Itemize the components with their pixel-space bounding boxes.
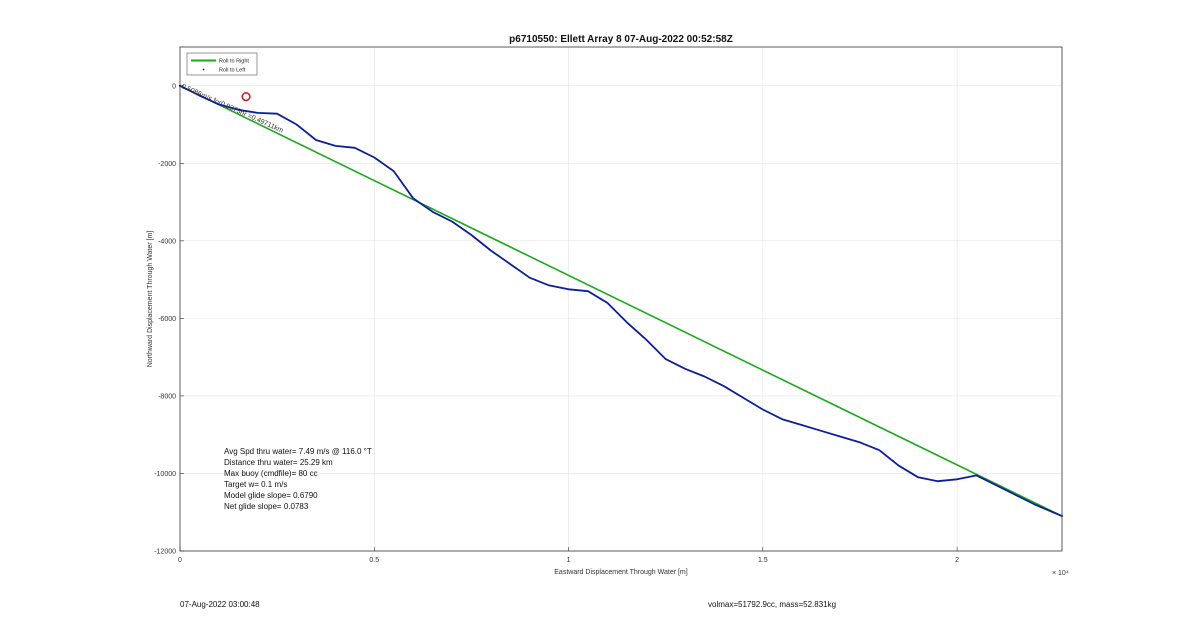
series-line-roll-right <box>179 85 1063 517</box>
y-tick-label: -6000 <box>158 316 176 323</box>
x-tick-label: 0 <box>178 557 182 564</box>
x-tick-label: 1.5 <box>758 557 768 564</box>
x-tick-label: 1 <box>567 557 571 564</box>
x-axis-exponent: × 10⁴ <box>1052 570 1069 577</box>
stat-net-glide-slope: Net glide slope= 0.0783 <box>224 502 309 511</box>
footer-timestamp: 07-Aug-2022 03:00:48 <box>180 600 260 609</box>
legend: Roll to Right Roll to Left <box>186 52 258 76</box>
plot-frame <box>179 46 1063 552</box>
path-annotation-label: 0.5086m/s for0.9375hr =0.49711km <box>180 83 284 134</box>
circle-marker <box>241 92 251 102</box>
x-tick-label: 2 <box>955 557 959 564</box>
roll-left-point <box>208 98 211 101</box>
y-tick-label: -4000 <box>158 238 176 245</box>
y-tick-label: 0 <box>172 83 176 90</box>
roll-left-point <box>188 89 191 92</box>
roll-left-point <box>179 84 181 87</box>
y-tick-label: -8000 <box>158 393 176 400</box>
y-tick-label: -12000 <box>154 549 176 556</box>
y-tick-label: -2000 <box>158 161 176 168</box>
series-line-track <box>179 84 1063 517</box>
x-axis-ticks: 0 0.5 1 1.5 2 <box>178 547 959 564</box>
legend-swatch-roll-left <box>202 68 205 71</box>
legend-label-roll-left: Roll to Left <box>219 68 246 74</box>
y-tick-label: -10000 <box>154 471 176 478</box>
y-axis-label: Northward Displacement Through Water [m] <box>147 231 154 368</box>
stats-block: Avg Spd thru water= 7.49 m/s @ 116.0 °T … <box>224 447 372 511</box>
x-axis-label: Eastward Displacement Through Water [m] <box>554 569 687 576</box>
chart-title: p6710550: Ellett Array 8 07-Aug-2022 00:… <box>509 34 733 45</box>
stat-target-w: Target w= 0.1 m/s <box>224 480 287 489</box>
stat-avg-speed: Avg Spd thru water= 7.49 m/s @ 116.0 °T <box>224 447 372 456</box>
path-annotation: 0.5086m/s for0.9375hr =0.49711km <box>180 83 284 134</box>
stat-max-buoy: Max buoy (cmdfile)= 80 cc <box>224 469 318 478</box>
stat-model-glide-slope: Model glide slope= 0.6790 <box>224 491 318 500</box>
x-tick-label: 0.5 <box>369 557 379 564</box>
footer-vol-mass: volmax=51792.9cc, mass=52.831kg <box>708 600 837 609</box>
legend-label-roll-right: Roll to Right <box>219 59 249 65</box>
roll-left-point <box>198 94 201 97</box>
y-axis-ticks: 0 -2000 -4000 -6000 -8000 -10000 -12000 <box>154 83 184 556</box>
legend-box <box>186 52 258 76</box>
stat-distance: Distance thru water= 25.29 km <box>224 458 333 467</box>
data-series <box>179 84 1063 517</box>
